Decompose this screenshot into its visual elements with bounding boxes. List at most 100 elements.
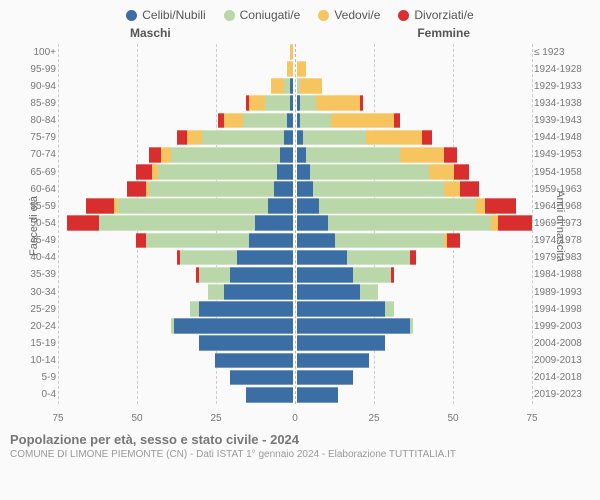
header-male: Maschi — [130, 26, 171, 40]
bar-seg — [187, 130, 203, 146]
male-half — [58, 318, 295, 334]
bar-seg — [230, 370, 293, 386]
bar-seg — [485, 198, 516, 214]
birth-label: 1939-1943 — [534, 115, 584, 126]
birth-label: 1969-1973 — [534, 218, 584, 229]
chart-area: Maschi Femmine Fasce di età Anni di nasc… — [0, 26, 600, 426]
pyramid-row — [58, 181, 532, 197]
x-tick: 50 — [447, 413, 458, 424]
birth-label: 1964-1968 — [534, 201, 584, 212]
pyramid-row — [58, 318, 532, 334]
bar-seg — [410, 318, 413, 334]
bar-seg — [410, 250, 416, 266]
birth-label: 1974-1978 — [534, 235, 584, 246]
bar-seg — [313, 181, 445, 197]
legend-label: Celibi/Nubili — [142, 8, 205, 22]
bar-seg — [86, 198, 114, 214]
bar-seg — [149, 181, 274, 197]
female-half — [295, 44, 532, 60]
age-label: 95-99 — [20, 64, 56, 75]
bar-seg — [271, 78, 284, 94]
bar-seg — [290, 44, 293, 60]
male-half — [58, 387, 295, 403]
pyramid-row — [58, 353, 532, 369]
birth-label: 1989-1993 — [534, 287, 584, 298]
bar-seg — [360, 95, 363, 111]
pyramid-row — [58, 387, 532, 403]
bar-seg — [243, 113, 287, 129]
bar-seg — [237, 250, 293, 266]
female-half — [295, 164, 532, 180]
pyramid-row — [58, 284, 532, 300]
bar-seg — [171, 147, 281, 163]
bar-seg — [230, 267, 293, 283]
bar-seg — [422, 130, 431, 146]
chart-container: Celibi/NubiliConiugati/eVedovi/eDivorzia… — [0, 0, 600, 500]
legend-label: Vedovi/e — [334, 8, 380, 22]
age-label: 40-44 — [20, 252, 56, 263]
male-half — [58, 147, 295, 163]
age-label: 85-89 — [20, 98, 56, 109]
pyramid-row — [58, 147, 532, 163]
bar-seg — [444, 181, 460, 197]
age-label: 90-94 — [20, 81, 56, 92]
x-tick: 50 — [131, 413, 142, 424]
grid-line — [532, 44, 533, 404]
bar-seg — [255, 215, 293, 231]
age-label: 60-64 — [20, 184, 56, 195]
female-half — [295, 335, 532, 351]
male-half — [58, 130, 295, 146]
age-label: 5-9 — [20, 372, 56, 383]
female-half — [295, 78, 532, 94]
bar-seg — [297, 215, 328, 231]
bar-seg — [284, 130, 293, 146]
bar-seg — [161, 147, 170, 163]
bar-seg — [400, 147, 444, 163]
legend-item: Celibi/Nubili — [126, 8, 205, 22]
bar-seg — [180, 250, 236, 266]
bar-seg — [303, 130, 366, 146]
x-tick: 0 — [292, 413, 298, 424]
female-half — [295, 95, 532, 111]
female-half — [295, 113, 532, 129]
bar-seg — [447, 233, 460, 249]
bar-seg — [177, 130, 186, 146]
bar-seg — [297, 318, 410, 334]
x-tick: 25 — [368, 413, 379, 424]
pyramid-row — [58, 215, 532, 231]
male-half — [58, 284, 295, 300]
male-half — [58, 181, 295, 197]
legend-dot — [126, 10, 137, 21]
male-half — [58, 250, 295, 266]
bar-seg — [249, 233, 293, 249]
bar-seg — [297, 198, 319, 214]
bar-seg — [249, 95, 265, 111]
age-label: 20-24 — [20, 321, 56, 332]
bar-seg — [265, 95, 290, 111]
bar-seg — [199, 267, 230, 283]
age-label: 10-14 — [20, 355, 56, 366]
female-half — [295, 318, 532, 334]
x-tick: 25 — [210, 413, 221, 424]
birth-label: 2004-2008 — [534, 338, 584, 349]
birth-label: 1944-1948 — [534, 132, 584, 143]
bar-seg — [99, 215, 256, 231]
female-half — [295, 130, 532, 146]
age-label: 25-29 — [20, 304, 56, 315]
female-half — [295, 387, 532, 403]
female-half — [295, 250, 532, 266]
bar-seg — [297, 335, 385, 351]
bar-seg — [385, 301, 394, 317]
age-label: 15-19 — [20, 338, 56, 349]
bar-seg — [246, 387, 293, 403]
age-label: 65-69 — [20, 167, 56, 178]
bar-seg — [297, 147, 306, 163]
age-label: 75-79 — [20, 132, 56, 143]
female-half — [295, 370, 532, 386]
pyramid-row — [58, 44, 532, 60]
legend-label: Divorziati/e — [414, 8, 473, 22]
birth-label: 1954-1958 — [534, 167, 584, 178]
pyramid-row — [58, 250, 532, 266]
female-half — [295, 233, 532, 249]
pyramid-row — [58, 370, 532, 386]
